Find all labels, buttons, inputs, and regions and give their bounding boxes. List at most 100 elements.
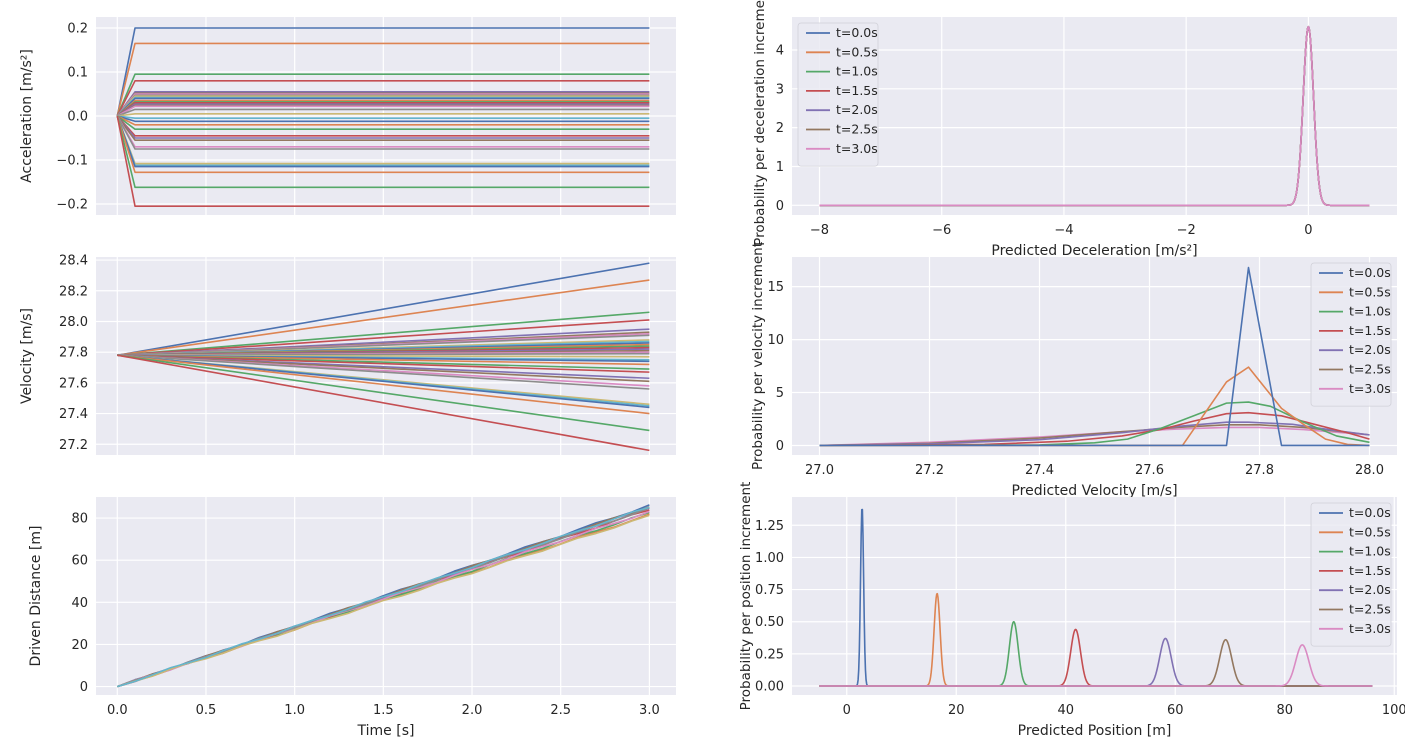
acceleration-series-line [116,115,650,126]
y-axis-label: Probability per position increment [738,482,754,711]
y-tick-label: 27.8 [59,346,88,361]
legend-label: t=1.5s [1349,323,1391,338]
series-group [819,25,1370,207]
velocity-series-line [117,354,650,432]
x-tick-label: 27.4 [1025,463,1054,478]
legend-label: t=1.0s [1349,304,1391,319]
velocity-pdf-series-line [819,401,1370,447]
y-tick-label: 10 [767,333,784,348]
y-tick-label: 28.4 [59,254,88,269]
x-tick-label: −2 [1177,223,1196,238]
acceleration-series-line [116,73,650,117]
velocity-panel: 27.2 27.4 27.6 27.8 28.0 28.2 28.4 Velocity [m/… [19,254,676,455]
velocity-series-line [117,311,650,357]
x-tick-label: 0.5 [196,703,217,718]
acceleration-series-line [116,27,650,117]
velocity-pdf-series-line [819,366,1370,447]
y-tick-label: −0.1 [56,154,88,169]
acceleration-series-line [116,42,650,117]
legend-label: t=0.0s [1349,505,1391,520]
deceleration-pdf-panel: 0 1 2 3 4 −8 −6 −4 −2 0 Probability per decelerati… [752,0,1397,259]
y-tick-label: 20 [71,638,88,653]
series-group [819,508,1373,687]
x-tick-label: 28.0 [1355,463,1384,478]
velocity-series-line [117,354,650,373]
y-tick-label: 40 [71,596,88,611]
legend-label: t=2.0s [836,102,878,117]
y-tick-label: 1 [776,160,784,175]
y-tick-label: 27.6 [59,376,88,391]
y-tick-label: 28.0 [59,315,88,330]
x-tick-label: 27.8 [1245,463,1274,478]
velocity-series-line [117,354,650,409]
y-axis-label: Velocity [m/s] [19,308,35,404]
x-tick-label: 2.5 [550,703,571,718]
acceleration-series-line [116,105,650,117]
x-tick-label: 2.0 [462,703,483,718]
acceleration-series-line [117,115,650,123]
x-tick-label: 0 [843,703,851,718]
acceleration-series-line [117,113,650,117]
x-tick-label: 100 [1382,703,1405,718]
distance-series-line [117,506,650,688]
series-group [819,266,1370,447]
legend-label: t=2.5s [1349,362,1391,377]
y-tick-label: 0.1 [67,66,88,81]
legend: t=0.0s t=0.5s t=1.0s t=1.5s t=2.0s t=2.5s t=3.… [1310,502,1392,647]
x-tick-label: 0 [1304,223,1312,238]
legend-label: t=1.0s [836,64,878,79]
legend-label: t=0.5s [1349,284,1391,299]
acceleration-panel: −0.2 −0.1 0.0 0.1 0.2 Acceleration [m/s²] [19,17,676,215]
x-tick-label: 27.0 [805,463,834,478]
x-tick-label: 1.5 [373,703,394,718]
acceleration-series-line [117,115,650,119]
velocity-series-line [117,262,650,357]
y-tick-label: 60 [71,554,88,569]
y-tick-label: 27.4 [59,407,88,422]
pdf-series-line [819,25,1370,207]
legend-label: t=0.0s [836,25,878,40]
velocity-series-line [117,354,650,390]
acceleration-series-line [116,115,650,141]
y-axis-label: Probability per velocity increment [750,242,766,470]
velocity-pdf-series-line [819,266,1370,447]
y-tick-label: 0.25 [755,647,784,662]
x-tick-label: 27.2 [915,463,944,478]
y-tick-label: 1.00 [755,551,784,566]
velocity-series-line [117,319,650,357]
y-tick-label: 28.2 [59,284,88,299]
legend-label: t=1.5s [1349,563,1391,578]
y-tick-label: 1.25 [755,519,784,534]
x-axis-label: Time [s] [357,723,415,739]
velocity-series-line [117,354,650,415]
series-group [116,27,650,207]
legend-label: t=3.0s [836,141,878,156]
legend-label: t=0.5s [836,44,878,59]
acceleration-series-line [116,115,650,207]
series-group [117,262,650,452]
acceleration-series-line [116,115,650,130]
y-tick-label: −0.2 [56,198,88,213]
x-tick-label: 60 [1167,703,1184,718]
y-tick-label: 2 [776,121,784,136]
y-tick-label: 4 [776,44,784,59]
y-tick-label: 15 [767,280,784,295]
x-axis-label: Predicted Deceleration [m/s²] [991,243,1197,259]
velocity-series-line [117,279,650,357]
legend-label: t=0.0s [1349,265,1391,280]
x-tick-label: 80 [1276,703,1293,718]
y-tick-label: 80 [71,512,88,527]
distance-series-line [117,514,650,688]
x-axis-label: Predicted Position [m] [1018,723,1172,739]
y-axis-label: Driven Distance [m] [28,526,44,667]
legend-label: t=1.0s [1349,544,1391,559]
pdf-series-line [819,644,1373,687]
x-axis-label: Predicted Velocity [m/s] [1011,483,1177,499]
legend-label: t=2.5s [1349,602,1391,617]
y-tick-label: 0.2 [67,22,88,37]
x-tick-label: 27.6 [1135,463,1164,478]
velocity-series-line [117,354,650,452]
x-tick-label: 0.0 [107,703,128,718]
plot-area [792,497,1397,695]
